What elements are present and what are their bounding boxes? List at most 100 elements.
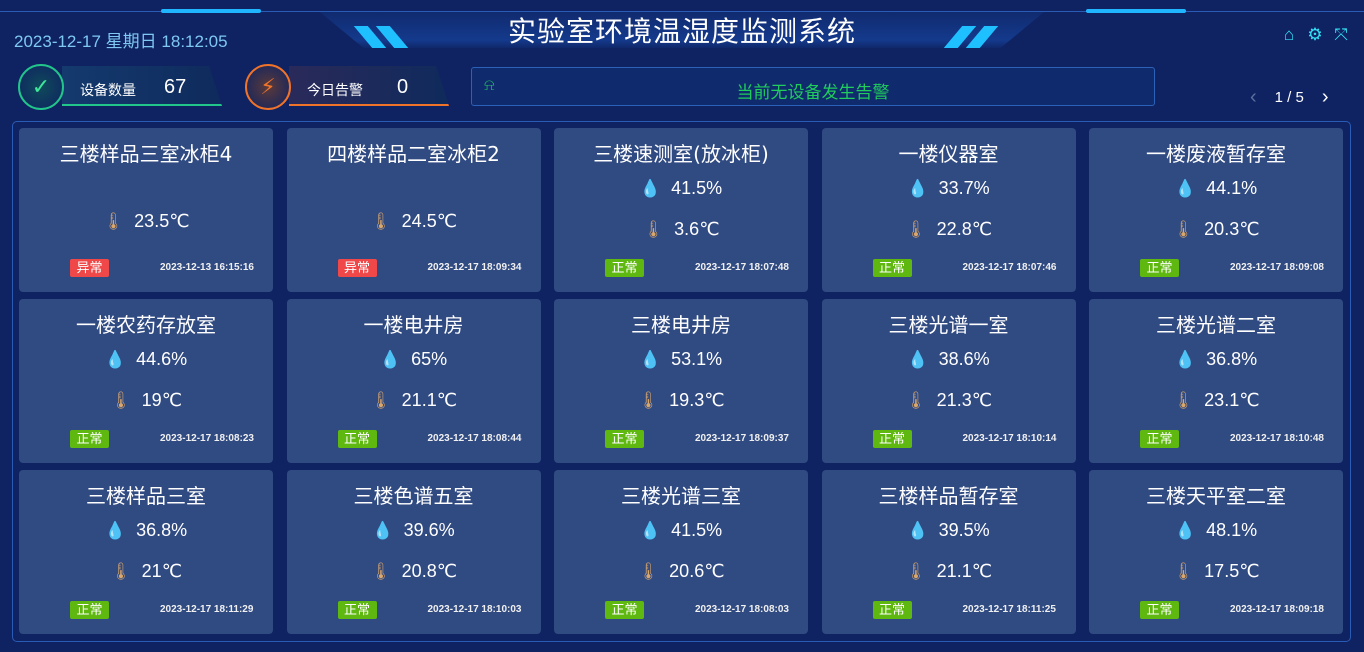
humidity-value: 38.6% bbox=[938, 349, 990, 369]
humidity-icon: 💧 bbox=[104, 349, 127, 369]
device-card[interactable]: 四楼样品二室冰柜2 🌡 24.5℃ 异常 2023-12-17 18:09:34 bbox=[286, 128, 541, 292]
humidity-icon: 💧 bbox=[907, 349, 929, 369]
humidity-icon: 💧 bbox=[379, 349, 402, 369]
status-badge: 正常 bbox=[1140, 601, 1179, 619]
stat-value: 0 bbox=[397, 76, 409, 98]
stat-value: 67 bbox=[164, 76, 187, 98]
prev-page-button[interactable]: ‹ bbox=[1250, 86, 1257, 108]
update-time: 2023-12-17 18:09:18 bbox=[1230, 604, 1324, 615]
thermometer-icon: 🌡 bbox=[905, 219, 927, 239]
temperature-value: 19℃ bbox=[141, 390, 182, 410]
fullscreen-icon[interactable]: ⤧ bbox=[1334, 25, 1348, 44]
thermometer-icon: 🌡 bbox=[1172, 219, 1195, 239]
thermometer-icon: 🌡 bbox=[905, 390, 927, 410]
humidity-value: 39.6% bbox=[403, 520, 455, 540]
humidity-icon: 💧 bbox=[639, 178, 662, 198]
thermometer-icon: 🌡 bbox=[637, 561, 660, 581]
update-time: 2023-12-17 18:08:23 bbox=[160, 433, 254, 444]
humidity-icon: 💧 bbox=[907, 520, 929, 540]
siren-icon: ⚡ bbox=[245, 64, 291, 110]
thermometer-icon: 🌡 bbox=[110, 390, 132, 410]
device-card[interactable]: 三楼样品三室冰柜4 🌡 23.5℃ 异常 2023-12-13 16:15:16 bbox=[19, 128, 273, 292]
header-line bbox=[0, 11, 1364, 12]
status-badge: 正常 bbox=[872, 430, 912, 448]
status-badge: 正常 bbox=[337, 430, 377, 448]
device-card[interactable]: 三楼色谱五室 💧 39.6% 🌡 20.8℃ 正常 2023-12-17 18:10:03 bbox=[286, 470, 541, 634]
thermometer-icon: 🌡 bbox=[1172, 390, 1195, 410]
device-card[interactable]: 三楼天平室二室 💧 48.1% 🌡 17.5℃ 正常 2023-12-17 18:09:18 bbox=[1089, 470, 1343, 634]
device-card[interactable]: 三楼样品暂存室 💧 39.5% 🌡 21.1℃ 正常 2023-12-17 18:11:25 bbox=[821, 470, 1076, 634]
thermometer-icon: 🌡 bbox=[110, 561, 132, 581]
temperature-value: 24.5℃ bbox=[401, 211, 457, 231]
update-time: 2023-12-17 18:09:08 bbox=[1230, 262, 1324, 273]
humidity-value: 44.1% bbox=[1206, 178, 1258, 198]
page-indicator: 1 / 5 bbox=[1274, 89, 1304, 106]
gear-icon[interactable]: ⚙ bbox=[1307, 25, 1323, 44]
device-card[interactable]: 三楼光谱一室 💧 38.6% 🌡 21.3℃ 正常 2023-12-17 18:10:14 bbox=[821, 299, 1076, 463]
device-card[interactable]: 一楼仪器室 💧 33.7% 🌡 22.8℃ 正常 2023-12-17 18:07:46 bbox=[821, 128, 1076, 292]
humidity-value: 53.1% bbox=[671, 349, 723, 369]
temperature-value: 21.3℃ bbox=[936, 390, 992, 410]
device-name: 三楼光谱三室 bbox=[621, 484, 741, 508]
device-card[interactable]: 三楼电井房 💧 53.1% 🌡 19.3℃ 正常 2023-12-17 18:09:37 bbox=[554, 299, 808, 463]
humidity-value: 41.5% bbox=[671, 520, 723, 540]
temperature-value: 23.1℃ bbox=[1204, 390, 1260, 410]
temperature-value: 21.1℃ bbox=[401, 390, 457, 410]
temperature-value: 22.8℃ bbox=[936, 219, 992, 239]
status-badge: 正常 bbox=[1140, 430, 1179, 448]
device-card[interactable]: 三楼速测室(放冰柜) 💧 41.5% 🌡 3.6℃ 正常 2023-12-17 18:07:… bbox=[554, 128, 808, 292]
temperature-value: 23.5℃ bbox=[134, 211, 190, 231]
device-card[interactable]: 一楼废液暂存室 💧 44.1% 🌡 20.3℃ 正常 2023-12-17 18:09:08 bbox=[1089, 128, 1343, 292]
status-badge: 正常 bbox=[605, 259, 644, 277]
thermometer-icon: 🌡 bbox=[370, 561, 392, 581]
next-page-button[interactable]: › bbox=[1321, 86, 1329, 108]
check-cycle-icon: ✓ bbox=[18, 64, 64, 110]
update-time: 2023-12-17 18:09:34 bbox=[427, 262, 522, 273]
device-name: 一楼电井房 bbox=[363, 313, 464, 337]
alarm-bar: ⍾ 当前无设备发生告警 bbox=[471, 67, 1155, 106]
humidity-value: 44.6% bbox=[136, 349, 188, 369]
stat-label: 今日告警 bbox=[307, 82, 363, 98]
device-panel bbox=[12, 121, 1351, 642]
humidity-icon: 💧 bbox=[639, 520, 662, 540]
status-badge: 异常 bbox=[337, 259, 377, 277]
stat-label: 设备数量 bbox=[80, 82, 136, 98]
status-badge: 正常 bbox=[1140, 259, 1179, 277]
temperature-value: 20.8℃ bbox=[401, 561, 457, 581]
device-card[interactable]: 三楼样品三室 💧 36.8% 🌡 21℃ 正常 2023-12-17 18:11:29 bbox=[19, 470, 273, 634]
pagination: ‹ 1 / 5 › bbox=[1250, 86, 1329, 109]
humidity-value: 33.7% bbox=[938, 178, 990, 198]
device-card[interactable]: 三楼光谱二室 💧 36.8% 🌡 23.1℃ 正常 2023-12-17 18:10:48 bbox=[1089, 299, 1343, 463]
status-badge: 正常 bbox=[605, 601, 644, 619]
humidity-value: 36.8% bbox=[136, 520, 188, 540]
status-badge: 异常 bbox=[70, 259, 109, 277]
device-name: 三楼电井房 bbox=[631, 313, 731, 337]
alarm-text: 当前无设备发生告警 bbox=[736, 83, 890, 102]
thermometer-icon: 🌡 bbox=[370, 390, 392, 410]
device-card[interactable]: 一楼农药存放室 💧 44.6% 🌡 19℃ 正常 2023-12-17 18:08:23 bbox=[19, 299, 273, 463]
humidity-icon: 💧 bbox=[639, 349, 662, 369]
humidity-icon: 💧 bbox=[1174, 178, 1197, 198]
device-name: 一楼废液暂存室 bbox=[1146, 142, 1286, 166]
home-icon[interactable]: ⌂ bbox=[1283, 25, 1295, 44]
thermometer-icon: 🌡 bbox=[637, 390, 660, 410]
temperature-value: 21.1℃ bbox=[936, 561, 992, 581]
today-alarm-stat: ⚡ 今日告警 0 bbox=[245, 62, 455, 110]
device-count-stat: ✓ 设备数量 67 bbox=[18, 62, 228, 110]
humidity-value: 48.1% bbox=[1206, 520, 1258, 540]
update-time: 2023-12-17 18:07:46 bbox=[962, 262, 1057, 273]
status-badge: 正常 bbox=[70, 430, 109, 448]
update-time: 2023-12-17 18:09:37 bbox=[695, 433, 789, 444]
update-time: 2023-12-17 18:11:25 bbox=[962, 604, 1056, 615]
device-name: 四楼样品二室冰柜2 bbox=[327, 142, 500, 166]
temperature-value: 20.3℃ bbox=[1204, 219, 1260, 239]
header-glow bbox=[161, 9, 261, 13]
humidity-value: 41.5% bbox=[671, 178, 723, 198]
temperature-value: 20.6℃ bbox=[669, 561, 725, 581]
device-card[interactable]: 三楼光谱三室 💧 41.5% 🌡 20.6℃ 正常 2023-12-17 18:08:03 bbox=[554, 470, 808, 634]
thermometer-icon: 🌡 bbox=[370, 211, 392, 231]
device-name: 三楼样品暂存室 bbox=[878, 484, 1019, 508]
device-card[interactable]: 一楼电井房 💧 65% 🌡 21.1℃ 正常 2023-12-17 18:08:44 bbox=[286, 299, 541, 463]
status-badge: 正常 bbox=[872, 601, 912, 619]
temperature-value: 3.6℃ bbox=[674, 219, 720, 239]
